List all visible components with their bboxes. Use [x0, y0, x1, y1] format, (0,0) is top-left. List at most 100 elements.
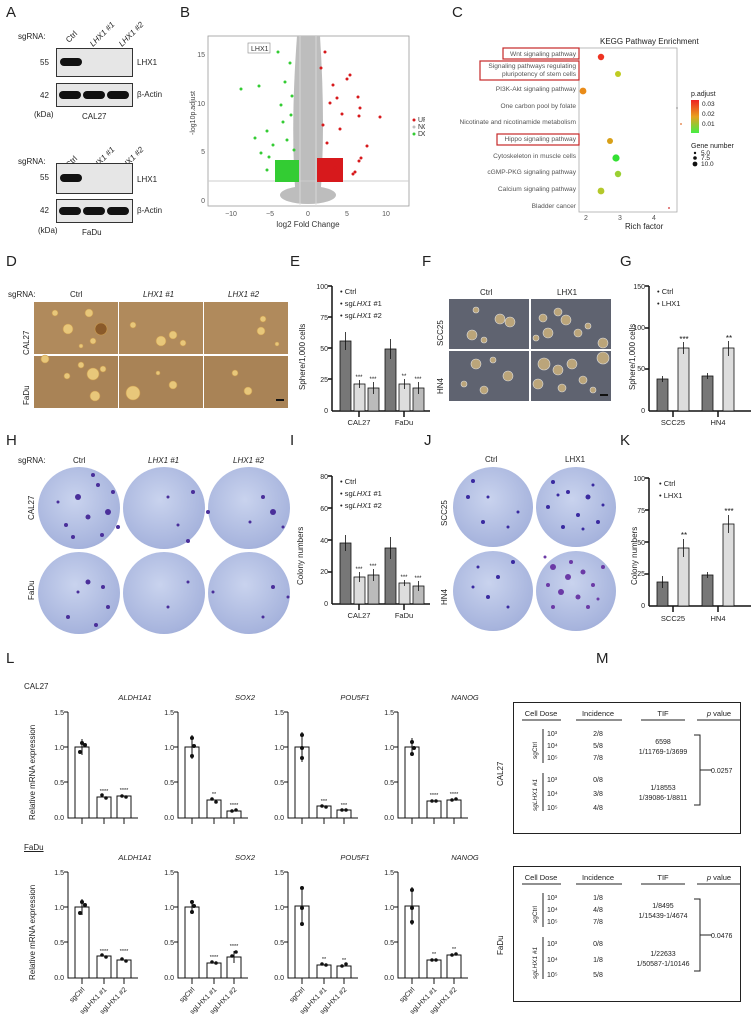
svg-text:**: **	[322, 957, 327, 963]
row-label: SCC25	[436, 320, 445, 346]
svg-text:1.5: 1.5	[384, 870, 394, 877]
svg-text:0.0: 0.0	[54, 975, 64, 982]
svg-text:0: 0	[641, 408, 645, 415]
sphere-image-scc25-ctrl	[448, 298, 530, 350]
svg-text:100: 100	[633, 476, 645, 483]
svg-text:***: ***	[369, 564, 377, 570]
svg-text:SOX2: SOX2	[235, 693, 256, 702]
svg-text:1.0: 1.0	[164, 745, 174, 752]
sgrna-label: sgRNA:	[18, 157, 46, 166]
western-blot-lhx1-cal27	[56, 48, 133, 77]
row-label: HN4	[440, 588, 449, 605]
svg-text:1/8: 1/8	[593, 957, 603, 964]
svg-text:sgCtrl: sgCtrl	[69, 986, 87, 1004]
protein-label: β-Actin	[137, 90, 163, 99]
panel-label-b: B	[180, 4, 191, 21]
svg-text:Incidence: Incidence	[582, 873, 614, 882]
svg-text:• sgLHX1 #2: • sgLHX1 #2	[340, 311, 382, 320]
svg-text:• Ctrl: • Ctrl	[340, 287, 357, 296]
svg-text:pluripotency of stem cells: pluripotency of stem cells	[502, 71, 577, 78]
svg-text:0.0: 0.0	[54, 815, 64, 822]
svg-text:0.0: 0.0	[384, 815, 394, 822]
svg-text:1.0: 1.0	[54, 905, 64, 912]
panel-label-i: I	[290, 432, 295, 449]
scale-bar	[600, 394, 608, 396]
svg-text:Hippo signaling pathway: Hippo signaling pathway	[505, 136, 577, 143]
svg-text:UP: UP	[418, 117, 425, 124]
sphere-image-cal27-lhx1-2	[203, 301, 289, 355]
svg-text:• Ctrl: • Ctrl	[340, 477, 357, 486]
svg-text:75: 75	[637, 508, 645, 515]
svg-text:0/8: 0/8	[593, 941, 603, 948]
svg-text:Cell Dose: Cell Dose	[525, 873, 558, 882]
group-label-cal27: CAL27	[24, 682, 49, 691]
svg-text:***: ***	[355, 567, 363, 573]
row-label: HN4	[436, 377, 445, 394]
svg-text:DOWN: DOWN	[418, 131, 425, 138]
svg-text:Bladder cancer: Bladder cancer	[532, 203, 577, 210]
svg-text:0/8: 0/8	[593, 777, 603, 784]
svg-text:***: ***	[679, 335, 688, 344]
svg-text:NOT: NOT	[418, 124, 425, 131]
svg-text:1.0: 1.0	[274, 905, 284, 912]
tif-table-content: Cell Dose Incidence TIF p value sgCtrl s…	[522, 709, 740, 812]
svg-text:0.5: 0.5	[274, 940, 284, 947]
svg-text:****: ****	[100, 949, 109, 955]
svg-text:7.5: 7.5	[701, 155, 710, 162]
column-label: Ctrl	[70, 290, 83, 299]
svg-text:1/15439-1/4674: 1/15439-1/4674	[638, 913, 687, 920]
svg-text:NANOG: NANOG	[451, 853, 479, 862]
kda-marker: 55	[40, 173, 49, 182]
svg-text:**: **	[681, 531, 687, 540]
svg-text:0: 0	[324, 601, 328, 608]
svg-text:****: ****	[230, 944, 239, 950]
svg-text:10: 10	[382, 211, 390, 218]
row-label: SCC25	[440, 500, 449, 526]
column-label: Ctrl	[485, 455, 498, 464]
svg-text:NANOG: NANOG	[451, 693, 479, 702]
svg-text:25: 25	[637, 571, 645, 578]
svg-text:Signaling pathways regulating: Signaling pathways regulating	[488, 63, 576, 70]
svg-text:7/8: 7/8	[593, 919, 603, 926]
tif-table-content: Cell Dose Incidence TIF p value sgCtrl s…	[522, 873, 740, 979]
panel-label-j: J	[424, 432, 432, 449]
row-label: FaDu	[22, 385, 31, 405]
svg-text:0.0: 0.0	[274, 815, 284, 822]
volcano-plot: LHX1 0 5 10 15 −10 −5 0 5 10 log2 Fold Change U…	[197, 35, 425, 229]
svg-text:sgCtrl: sgCtrl	[532, 905, 539, 923]
svg-text:1/18553: 1/18553	[650, 785, 675, 792]
svg-text:2: 2	[584, 215, 588, 222]
svg-text:sgCtrl: sgCtrl	[532, 741, 539, 759]
svg-text:10⁴: 10⁴	[547, 957, 558, 964]
table-cell-line: CAL27	[496, 761, 505, 786]
svg-text:80: 80	[320, 474, 328, 481]
svg-text:4/8: 4/8	[593, 907, 603, 914]
colony-dish-cal27-lhx1-2	[208, 467, 290, 549]
svg-text:0: 0	[641, 603, 645, 610]
svg-text:0.0: 0.0	[274, 975, 284, 982]
column-label: LHX1 #1	[143, 290, 175, 299]
svg-text:10⁵: 10⁵	[547, 755, 558, 762]
svg-text:SOX2: SOX2	[235, 853, 256, 862]
svg-text:1.0: 1.0	[384, 905, 394, 912]
column-label: LHX1 #2	[233, 456, 265, 465]
svg-text:• Ctrl: • Ctrl	[657, 287, 674, 296]
kegg-title: KEGG Pathway Enrichment	[600, 37, 699, 46]
group-label-fadu: FaDu	[24, 843, 44, 852]
panel-label-l: L	[6, 650, 15, 667]
svg-text:**: **	[432, 952, 437, 958]
svg-text:**: **	[342, 958, 347, 964]
l-ylabel-cal27: Relative mRNA expression	[28, 724, 37, 820]
column-label: LHX1 #1	[148, 456, 180, 465]
svg-text:PI3K-Akt signaling pathway: PI3K-Akt signaling pathway	[496, 86, 577, 93]
highlight-box-pluripotency	[479, 60, 580, 81]
svg-text:10³: 10³	[547, 895, 558, 902]
panel-label-a: A	[6, 4, 17, 21]
sgrna-label: sgRNA:	[8, 290, 36, 299]
panel-label-c: C	[452, 4, 463, 21]
svg-text:5/8: 5/8	[593, 743, 603, 750]
svg-text:75: 75	[320, 315, 328, 322]
svg-text:****: ****	[450, 792, 459, 798]
svg-text:4/8: 4/8	[593, 805, 603, 812]
